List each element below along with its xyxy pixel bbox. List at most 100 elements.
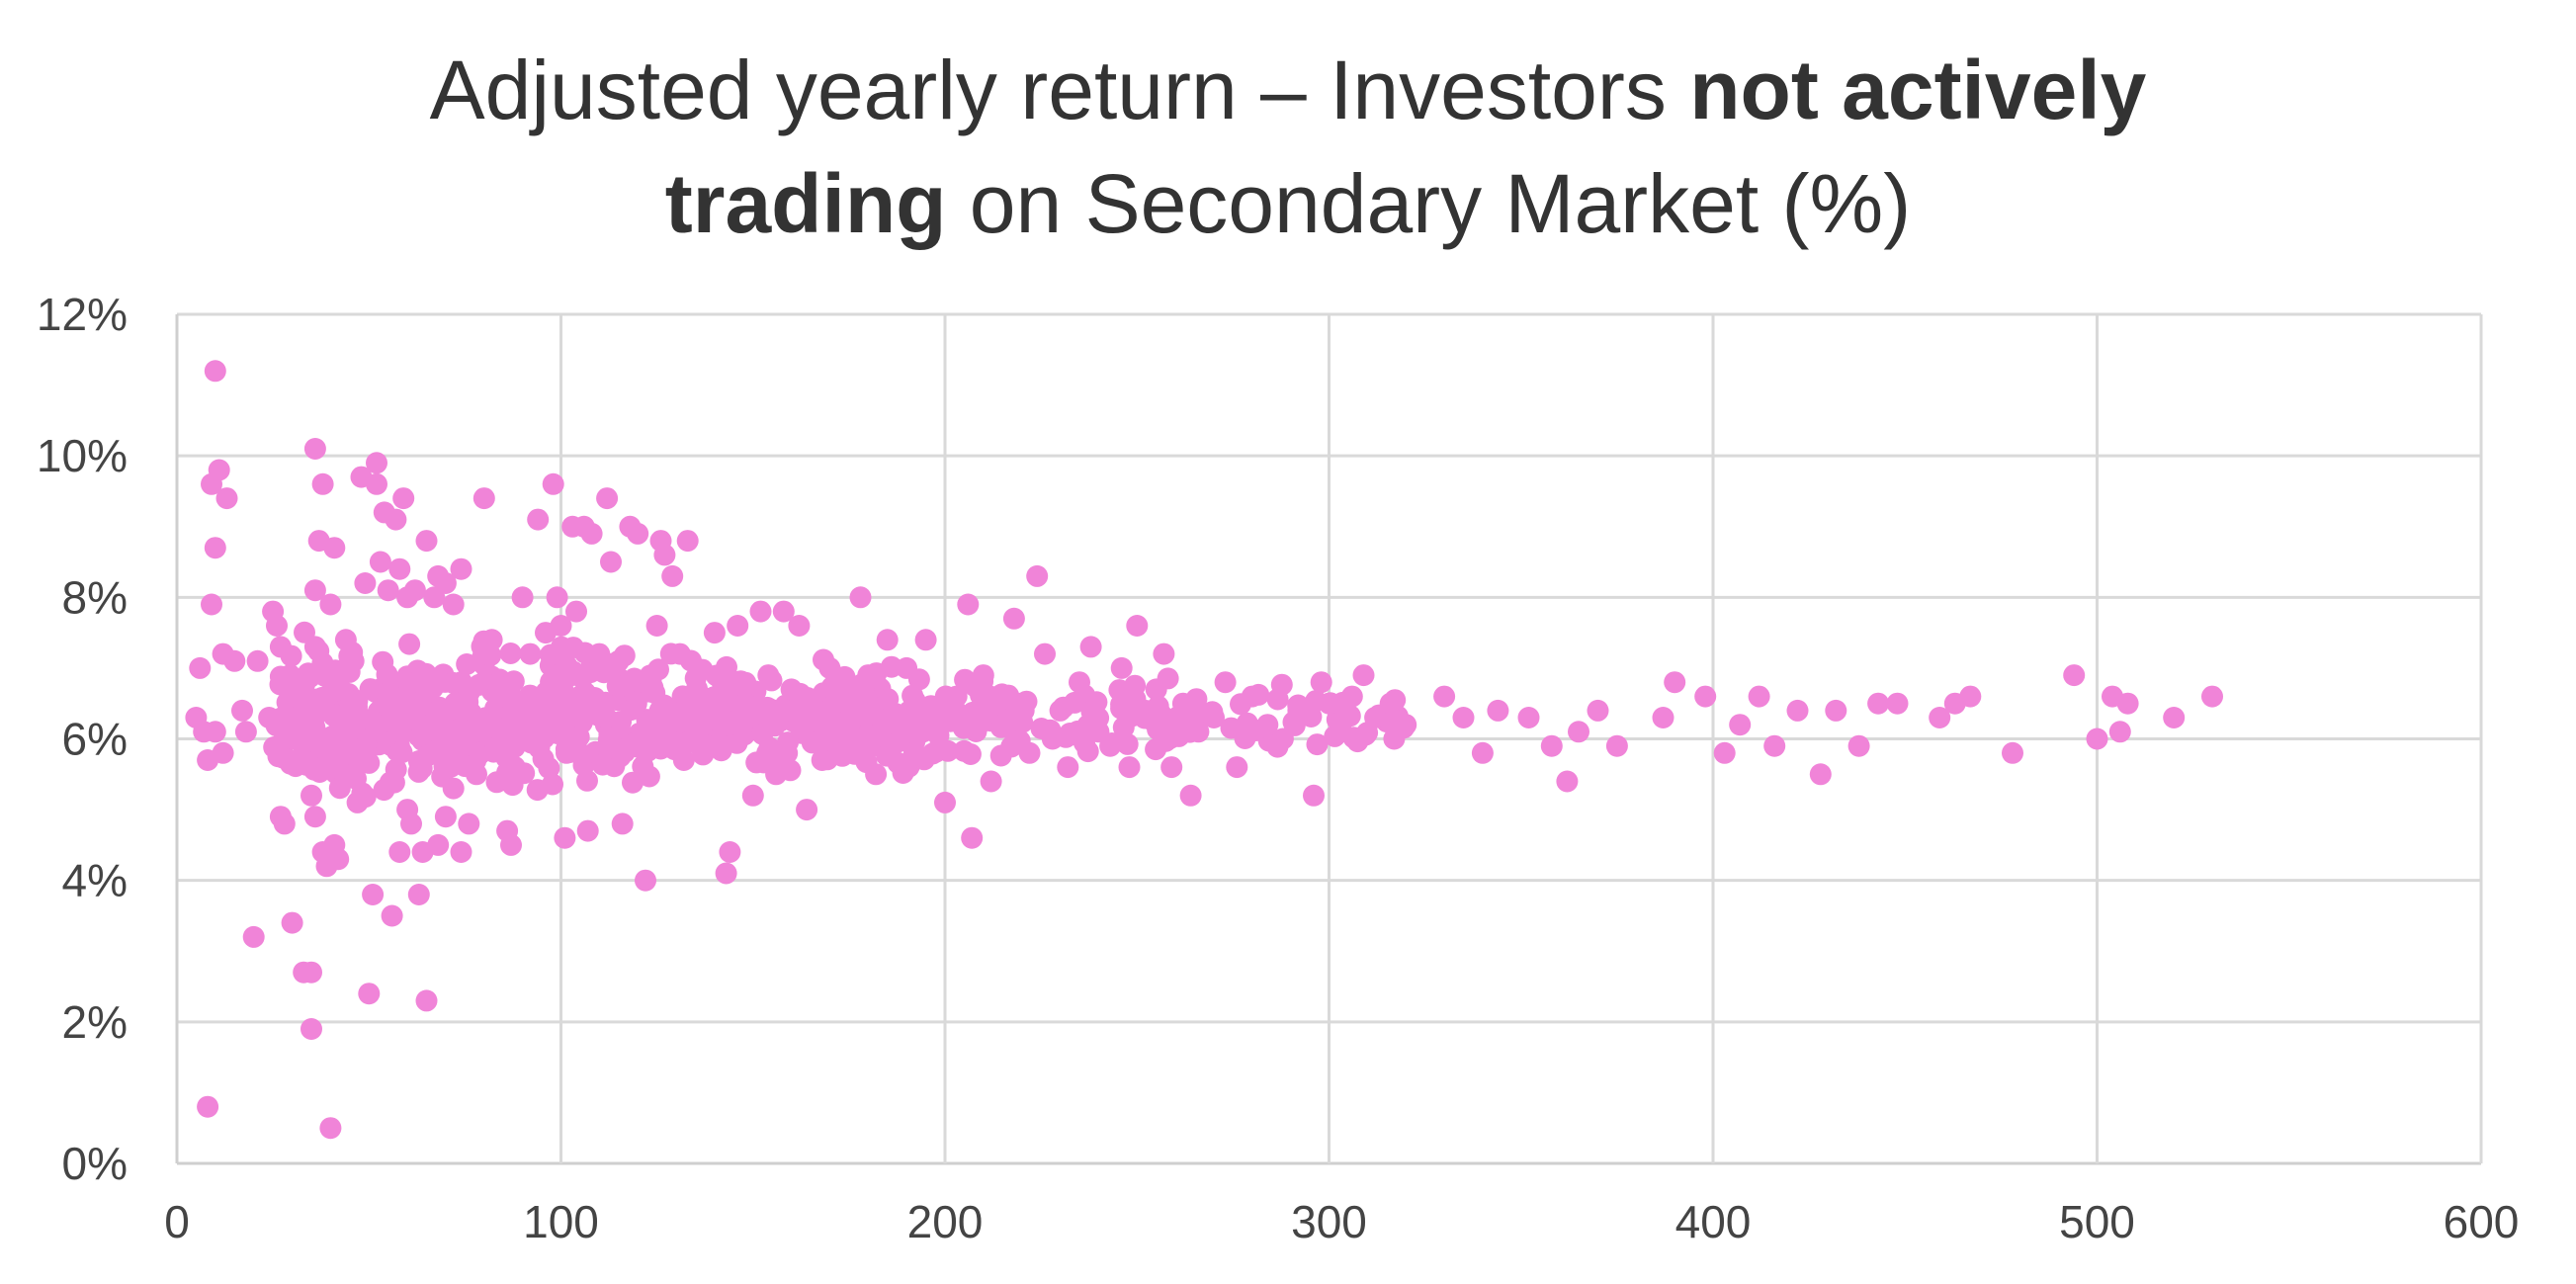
scatter-point: [645, 615, 668, 637]
scatter-point: [484, 736, 507, 759]
scatter-point: [1652, 707, 1674, 728]
scatter-point: [837, 734, 860, 757]
scatter-point: [1886, 692, 1909, 715]
scatter-point: [896, 656, 918, 679]
scatter-point: [1099, 734, 1122, 757]
scatter-point: [538, 757, 560, 780]
scatter-point: [972, 664, 994, 687]
scatter-point: [576, 819, 599, 842]
scatter-point: [1330, 714, 1352, 736]
scatter-point: [366, 472, 387, 495]
scatter-point: [197, 1095, 219, 1118]
scatter-point: [303, 806, 326, 828]
scatter-point: [258, 707, 281, 728]
scatter-point: [500, 833, 522, 856]
scatter-point: [1256, 714, 1279, 736]
scatter-point: [542, 472, 564, 495]
scatter-point: [719, 711, 741, 733]
chart-title-line-2-part-1: on Secondary Market (%): [946, 157, 1911, 250]
scatter-point: [319, 734, 342, 757]
scatter-point: [450, 557, 472, 580]
scatter-point: [231, 699, 253, 722]
scatter-point: [577, 703, 600, 726]
scatter-point: [204, 721, 226, 743]
scatter-point: [342, 649, 365, 672]
x-tick-label: 400: [1675, 1196, 1752, 1247]
x-axis-tick-labels: 0 100 200 300 400 500 600: [164, 1196, 2519, 1247]
scatter-point: [1471, 741, 1494, 764]
scatter-point: [849, 586, 872, 609]
scatter-point: [346, 791, 369, 813]
scatter-point: [936, 739, 959, 762]
scatter-point: [342, 763, 365, 786]
scatter-point: [703, 622, 726, 644]
scatter-point: [1214, 671, 1237, 694]
scatter-point: [1220, 717, 1243, 739]
scatter-point: [403, 579, 426, 602]
scatter-point: [1867, 692, 1890, 715]
scatter-point: [711, 671, 733, 694]
scatter-point: [914, 629, 937, 651]
scatter-point: [1318, 692, 1340, 715]
scatter-point: [1010, 692, 1033, 715]
scatter-point: [1116, 732, 1139, 755]
scatter-point: [444, 739, 466, 762]
scatter-point: [303, 438, 326, 460]
scatter-point: [2163, 707, 2186, 728]
scatter-point: [1729, 714, 1752, 736]
y-tick-label: 12%: [37, 289, 128, 340]
scatter-point: [1694, 685, 1717, 708]
scatter-point: [409, 694, 432, 717]
scatter-point: [715, 862, 737, 885]
scatter-point: [311, 692, 334, 715]
scatter-point: [1226, 756, 1248, 779]
scatter-point: [696, 734, 719, 757]
scatter-point: [346, 689, 369, 712]
scatter-point: [454, 716, 476, 738]
scatter-point: [377, 579, 399, 602]
scatter-point: [803, 707, 825, 728]
scatter-point: [857, 664, 880, 687]
scatter-point: [303, 579, 326, 602]
scatter-point: [1587, 699, 1609, 722]
scatter-point: [580, 522, 603, 545]
scatter-point: [1340, 685, 1363, 708]
scatter-point: [2086, 728, 2108, 750]
scatter-point: [433, 755, 456, 778]
scatter-point: [622, 771, 644, 794]
scatter-point: [1000, 735, 1023, 758]
scatter-point: [1540, 734, 1563, 757]
scatter-point: [1352, 664, 1375, 687]
scatter-point: [301, 961, 322, 984]
scatter-point: [1203, 707, 1225, 728]
scatter-point: [1110, 656, 1133, 679]
scatter-point: [1364, 707, 1387, 728]
scatter-point: [788, 615, 811, 637]
scatter-point: [1171, 692, 1194, 715]
scatter-point: [661, 564, 684, 587]
scatter-point: [528, 736, 551, 759]
scatter-point: [952, 717, 975, 739]
scatter-point: [358, 983, 381, 1005]
scatter-point: [1118, 756, 1141, 779]
chart-title: Adjusted yearly return – Investors not a…: [430, 43, 2147, 250]
scatter-point: [1026, 564, 1049, 587]
scatter-point: [1605, 734, 1628, 757]
scatter-point: [360, 709, 383, 731]
scatter-point: [751, 723, 774, 745]
scatter-point: [369, 551, 391, 573]
scatter-point: [1452, 707, 1475, 728]
scatter-point: [311, 472, 334, 495]
scatter-point: [1271, 728, 1294, 750]
scatter-point: [488, 685, 511, 708]
scatter-point: [201, 593, 222, 616]
chart-title-line-1: Adjusted yearly return – Investors not a…: [430, 43, 2147, 136]
x-tick-label: 0: [164, 1196, 190, 1247]
scatter-point: [325, 661, 348, 683]
scatter-point: [301, 784, 322, 807]
scatter-point: [567, 740, 590, 763]
scatter-point: [1346, 730, 1369, 753]
scatter-point: [519, 642, 542, 665]
y-tick-label: 0%: [62, 1138, 128, 1189]
scatter-point: [1847, 734, 1870, 757]
